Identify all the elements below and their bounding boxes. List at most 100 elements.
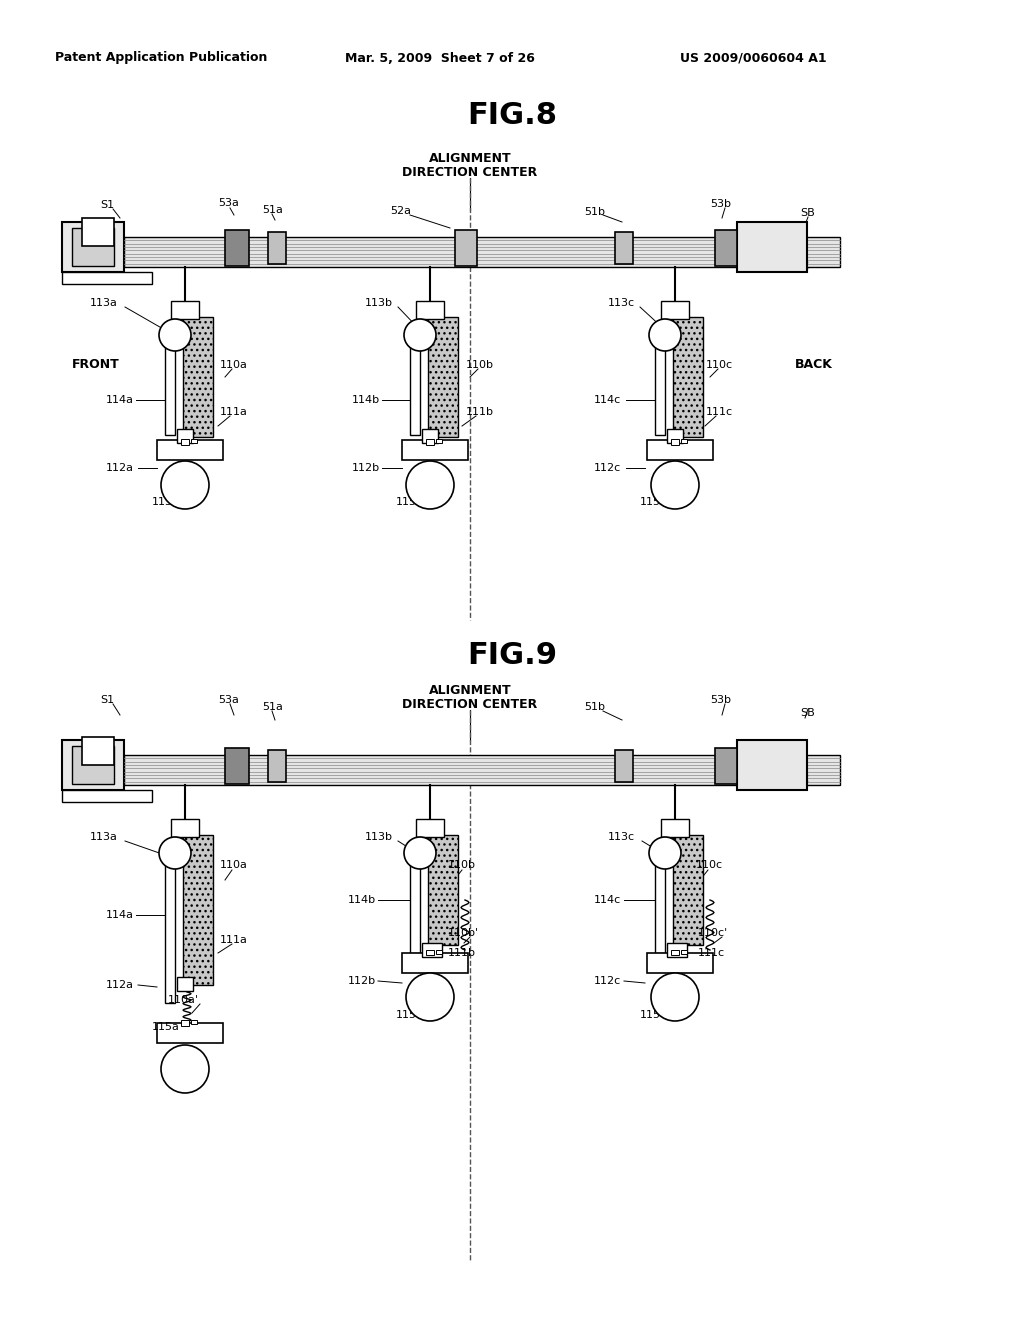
- Text: 112b: 112b: [348, 975, 376, 986]
- Text: DIRECTION CENTER: DIRECTION CENTER: [402, 697, 538, 710]
- Bar: [177, 429, 193, 444]
- Bar: [436, 440, 442, 444]
- Bar: [655, 853, 665, 953]
- Text: 113a: 113a: [90, 298, 118, 308]
- Circle shape: [649, 319, 681, 351]
- Text: SB: SB: [800, 209, 815, 218]
- Text: ALIGNMENT: ALIGNMENT: [429, 684, 511, 697]
- Bar: [157, 1023, 223, 1043]
- Bar: [737, 222, 807, 272]
- Circle shape: [404, 319, 436, 351]
- Text: 112a: 112a: [106, 463, 134, 473]
- Bar: [225, 748, 249, 784]
- Circle shape: [161, 1045, 209, 1093]
- Bar: [402, 440, 468, 459]
- Circle shape: [649, 837, 681, 869]
- Text: FRONT: FRONT: [72, 359, 120, 371]
- Circle shape: [161, 461, 209, 510]
- Text: 110a: 110a: [220, 861, 248, 870]
- Bar: [177, 977, 193, 991]
- Text: 112b: 112b: [352, 463, 380, 473]
- Text: 115b: 115b: [396, 498, 424, 507]
- Text: BACK: BACK: [795, 359, 833, 371]
- Bar: [165, 853, 175, 1003]
- Bar: [191, 1020, 197, 1024]
- Text: S1: S1: [100, 696, 114, 705]
- Text: 110b: 110b: [466, 360, 494, 370]
- Text: 110c': 110c': [698, 928, 728, 939]
- Circle shape: [159, 837, 191, 869]
- Bar: [183, 317, 213, 437]
- Text: FIG.9: FIG.9: [467, 640, 557, 669]
- Text: ALIGNMENT: ALIGNMENT: [429, 152, 511, 165]
- Bar: [428, 317, 458, 437]
- Bar: [673, 836, 703, 945]
- Text: 51a: 51a: [262, 205, 283, 215]
- Bar: [615, 750, 633, 781]
- Text: 110a: 110a: [220, 360, 248, 370]
- Circle shape: [159, 319, 191, 351]
- Bar: [422, 942, 442, 957]
- Text: 114c: 114c: [594, 395, 622, 405]
- Bar: [681, 950, 687, 954]
- Text: 111a: 111a: [220, 407, 248, 417]
- Text: 110c: 110c: [706, 360, 733, 370]
- Bar: [181, 1020, 189, 1026]
- Bar: [410, 853, 420, 953]
- Bar: [662, 301, 689, 319]
- Text: US 2009/0060604 A1: US 2009/0060604 A1: [680, 51, 826, 65]
- Bar: [62, 272, 152, 284]
- Text: 113b: 113b: [365, 832, 393, 842]
- Bar: [671, 950, 679, 954]
- Bar: [268, 232, 286, 264]
- Text: 110b: 110b: [449, 861, 476, 870]
- Text: 110c: 110c: [696, 861, 723, 870]
- Bar: [124, 238, 840, 267]
- Bar: [715, 748, 737, 784]
- Text: 115b: 115b: [396, 1010, 424, 1020]
- Text: 53b: 53b: [710, 696, 731, 705]
- Bar: [171, 301, 199, 319]
- Text: 53a: 53a: [218, 198, 239, 209]
- Bar: [426, 950, 434, 954]
- Bar: [165, 335, 175, 436]
- Text: 52a: 52a: [390, 206, 411, 216]
- Bar: [673, 317, 703, 437]
- Bar: [737, 741, 807, 789]
- Bar: [662, 818, 689, 837]
- Text: 51a: 51a: [262, 702, 283, 711]
- Circle shape: [406, 973, 454, 1020]
- Bar: [681, 440, 687, 444]
- Bar: [715, 230, 737, 267]
- Bar: [436, 950, 442, 954]
- Bar: [62, 741, 124, 789]
- Bar: [225, 230, 249, 267]
- Text: 114c: 114c: [594, 895, 622, 906]
- Bar: [62, 222, 124, 272]
- Bar: [402, 953, 468, 973]
- Text: 111b: 111b: [466, 407, 494, 417]
- Bar: [268, 750, 286, 781]
- Bar: [647, 440, 713, 459]
- Text: 111c: 111c: [706, 407, 733, 417]
- Text: 113a: 113a: [90, 832, 118, 842]
- Text: 112a: 112a: [106, 979, 134, 990]
- Text: 114a: 114a: [106, 909, 134, 920]
- Text: 114a: 114a: [106, 395, 134, 405]
- Bar: [157, 440, 223, 459]
- Bar: [428, 836, 458, 945]
- Bar: [667, 429, 683, 444]
- Text: DIRECTION CENTER: DIRECTION CENTER: [402, 165, 538, 178]
- Text: 115c: 115c: [640, 498, 667, 507]
- Text: 115a: 115a: [152, 498, 180, 507]
- Bar: [655, 335, 665, 436]
- Text: 110b': 110b': [449, 928, 479, 939]
- Bar: [183, 836, 213, 985]
- Text: 51b: 51b: [584, 207, 605, 216]
- Circle shape: [651, 973, 699, 1020]
- Bar: [124, 755, 840, 785]
- Text: 112c: 112c: [594, 463, 622, 473]
- Text: 111c: 111c: [698, 948, 725, 958]
- Text: 53b: 53b: [710, 199, 731, 209]
- Bar: [82, 218, 114, 246]
